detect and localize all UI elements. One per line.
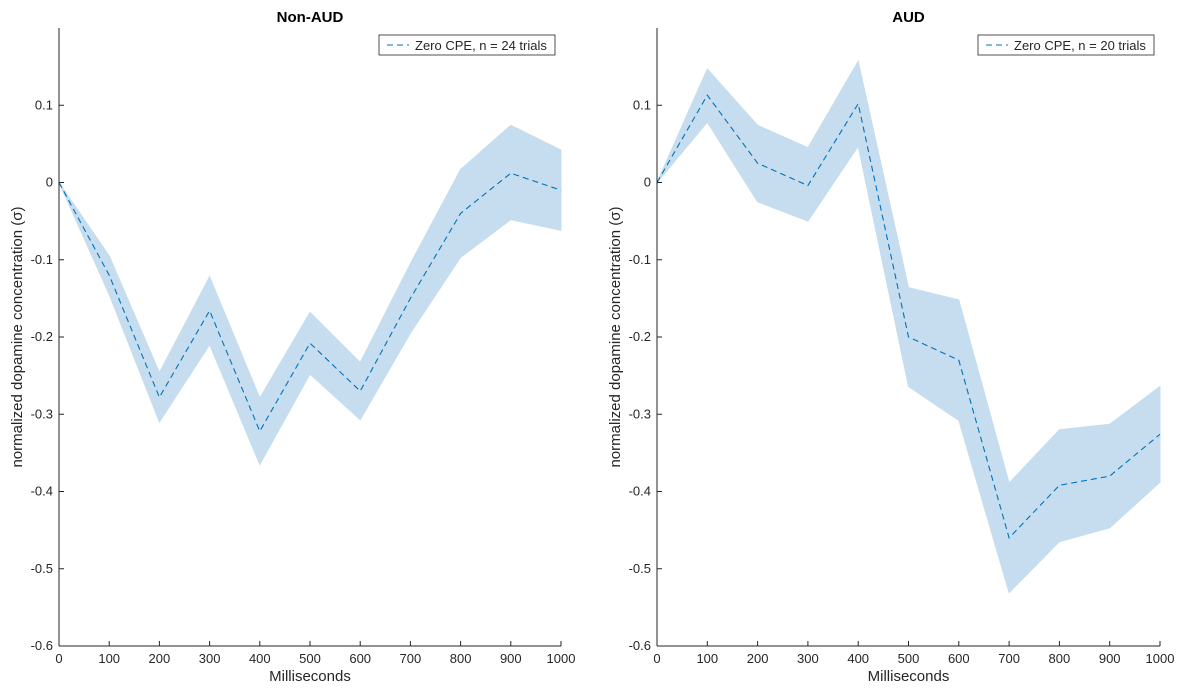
x-tick-label: 600 — [349, 651, 371, 666]
legend: Zero CPE, n = 20 trials — [977, 34, 1155, 56]
x-tick-label: 400 — [249, 651, 271, 666]
y-tick-label: -0.3 — [31, 406, 53, 421]
x-tick-label: 600 — [948, 651, 970, 666]
y-tick-label: -0.6 — [629, 638, 651, 653]
x-tick-label: 200 — [747, 651, 769, 666]
chart-title: AUD — [892, 9, 925, 26]
y-tick-label: -0.6 — [31, 638, 53, 653]
y-tick-label: -0.5 — [31, 561, 53, 576]
legend: Zero CPE, n = 24 trials — [378, 34, 556, 56]
x-axis-title: Milliseconds — [269, 668, 351, 685]
x-tick-label: 100 — [98, 651, 120, 666]
x-tick-label: 900 — [1099, 651, 1121, 666]
series-line — [58, 172, 562, 433]
y-tick-label: 0 — [644, 175, 651, 190]
legend-label: Zero CPE, n = 20 trials — [1014, 38, 1146, 53]
confidence-band — [58, 124, 562, 466]
x-tick-label: 700 — [400, 651, 422, 666]
y-tick-label: -0.5 — [629, 561, 651, 576]
chart-title: Non-AUD — [277, 9, 344, 26]
legend-label: Zero CPE, n = 24 trials — [415, 38, 547, 53]
x-tick-label: 0 — [55, 651, 62, 666]
y-tick-label: -0.2 — [629, 329, 651, 344]
y-tick-label: -0.4 — [31, 484, 53, 499]
x-axis-title: Milliseconds — [868, 668, 950, 685]
confidence-band — [656, 59, 1161, 594]
x-tick-label: 100 — [696, 651, 718, 666]
y-tick-label: 0.1 — [35, 97, 53, 112]
x-tick-label: 300 — [797, 651, 819, 666]
y-tick-label: 0.1 — [633, 97, 651, 112]
x-tick-label: 1000 — [1146, 651, 1175, 666]
legend-box — [977, 34, 1155, 56]
legend-box — [378, 34, 556, 56]
x-tick-label: 400 — [847, 651, 869, 666]
y-tick-label: -0.3 — [629, 406, 651, 421]
x-tick-label: 300 — [199, 651, 221, 666]
y-tick-label: -0.2 — [31, 329, 53, 344]
x-tick-label: 1000 — [547, 651, 576, 666]
panel-aud: 0 100 200 300 400 500 600 700 800 900 1000 -0.6 -0.5… — [607, 9, 1174, 685]
x-tick-label: 500 — [299, 651, 321, 666]
y-tick-label: -0.4 — [629, 484, 651, 499]
x-tick-label: 500 — [898, 651, 920, 666]
x-tick-label: 700 — [998, 651, 1020, 666]
panel-non-aud: 0 100 200 300 400 500 600 700 800 900 1000 -0.6 -0.5… — [9, 9, 575, 685]
y-tick-label: -0.1 — [31, 252, 53, 267]
x-tick-label: 800 — [450, 651, 472, 666]
x-tick-label: 800 — [1049, 651, 1071, 666]
y-tick-label: -0.1 — [629, 252, 651, 267]
y-tick-label: 0 — [46, 175, 53, 190]
y-axis-title: normalized dopamine concentration (σ) — [9, 206, 26, 467]
y-axis-title: normalized dopamine concentration (σ) — [607, 206, 624, 467]
x-tick-label: 200 — [149, 651, 171, 666]
x-tick-label: 900 — [500, 651, 522, 666]
series-line — [656, 94, 1161, 539]
x-tick-label: 0 — [653, 651, 660, 666]
